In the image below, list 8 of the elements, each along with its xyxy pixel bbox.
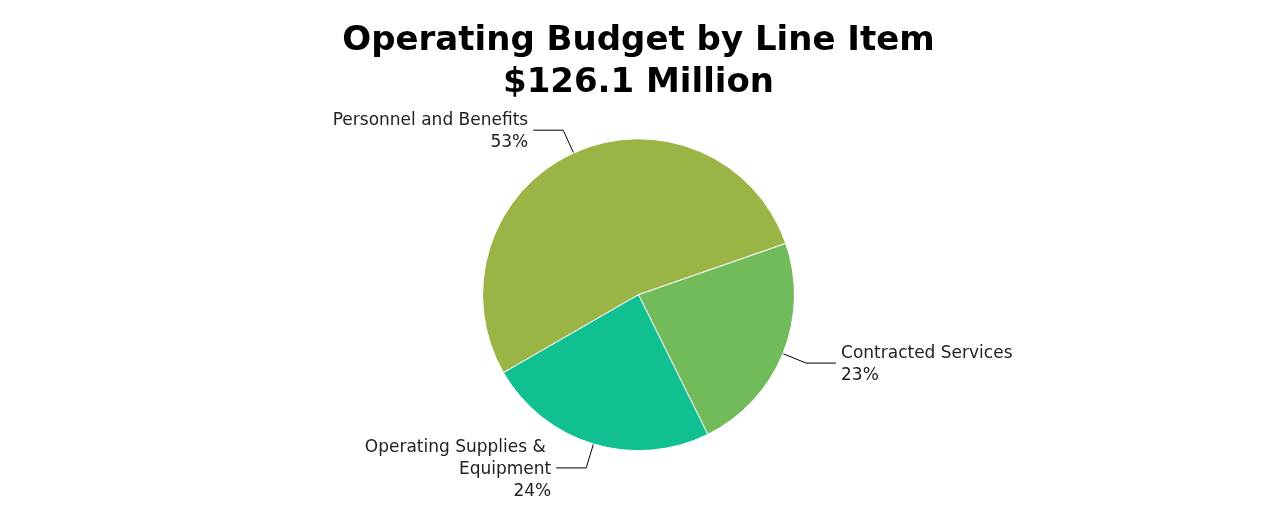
chart-title: Operating Budget by Line Item bbox=[342, 18, 935, 58]
slice-label: Personnel and Benefits bbox=[332, 109, 529, 130]
slice-label: Contracted Services bbox=[841, 342, 1013, 363]
slice-label: Operating Supplies & Equipment bbox=[364, 435, 552, 478]
data-label: 53% bbox=[490, 131, 529, 152]
data-label: 24% bbox=[513, 479, 552, 500]
data-label: 23% bbox=[841, 364, 879, 385]
chart-subtitle: $126.1 Million bbox=[502, 60, 775, 100]
